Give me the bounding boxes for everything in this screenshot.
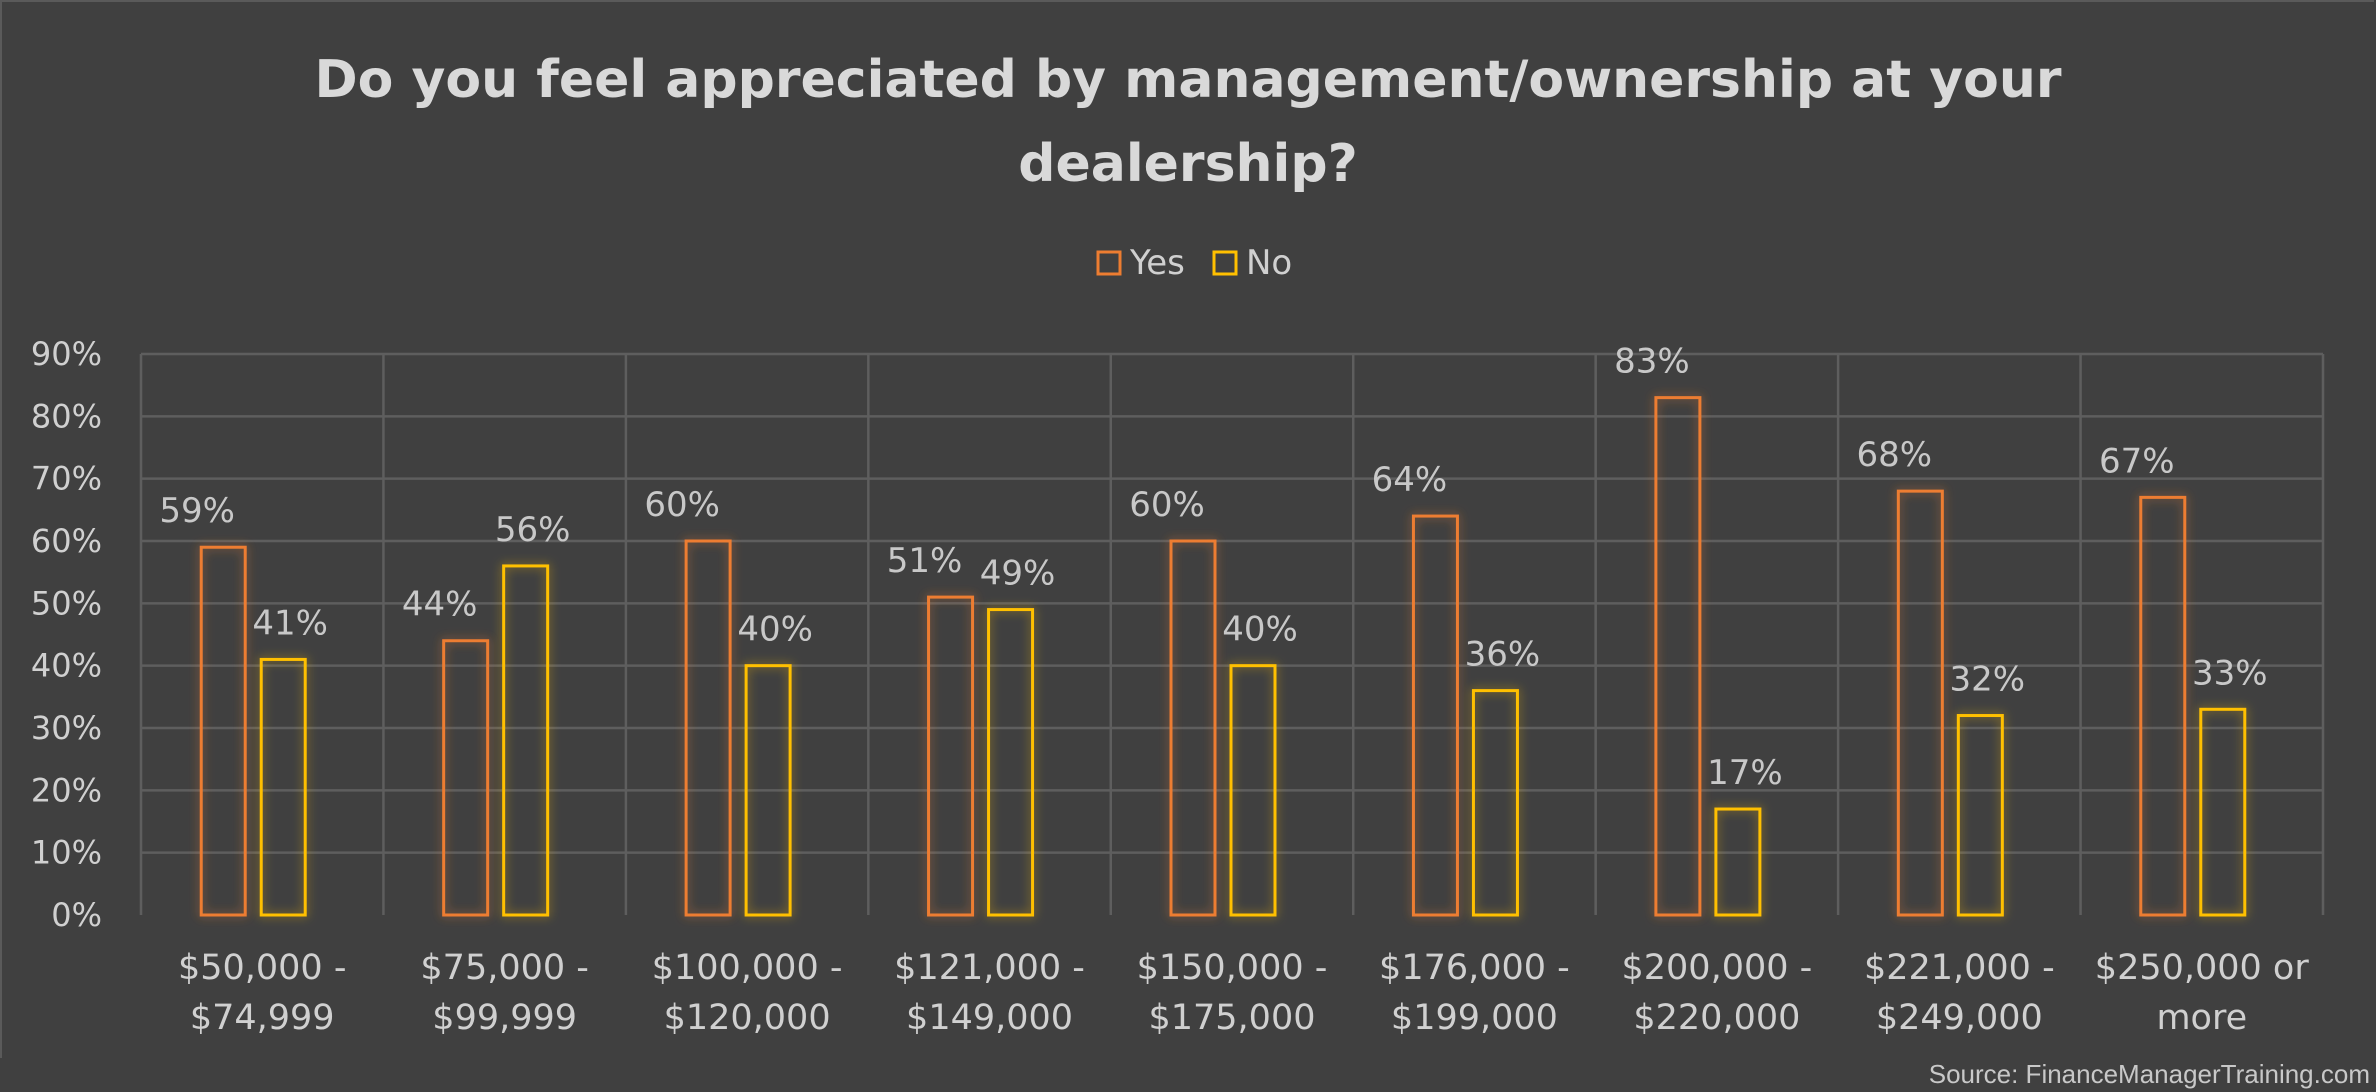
x-tick-label: $120,000 xyxy=(664,998,831,1038)
data-label-yes: 60% xyxy=(1129,485,1205,525)
data-label-no: 49% xyxy=(980,554,1056,594)
data-label-no: 33% xyxy=(2192,653,2268,693)
y-tick-label: 80% xyxy=(31,397,102,435)
x-tick-label: $200,000 - xyxy=(1622,948,1813,988)
x-tick-label: $50,000 - xyxy=(178,948,347,988)
y-tick-label: 70% xyxy=(31,460,102,498)
x-tick-label: $150,000 - xyxy=(1137,948,1328,988)
bar-no xyxy=(259,657,307,917)
bar-no xyxy=(1229,664,1277,917)
y-tick-label: 90% xyxy=(31,335,102,373)
y-tick-label: 30% xyxy=(31,709,102,747)
data-label-no: 40% xyxy=(1222,610,1298,650)
chart-frame xyxy=(0,0,2374,1058)
x-tick-label: $121,000 - xyxy=(894,948,1085,988)
data-label-yes: 59% xyxy=(159,491,235,531)
bar-yes xyxy=(1169,539,1217,917)
x-tick-label: $220,000 xyxy=(1633,998,1800,1038)
y-tick-label: 10% xyxy=(31,834,102,872)
y-tick-label: 40% xyxy=(31,647,102,685)
y-tick-label: 0% xyxy=(51,896,102,934)
data-label-yes: 60% xyxy=(644,485,720,525)
x-tick-label: $199,000 xyxy=(1391,998,1558,1038)
y-tick-label: 60% xyxy=(31,522,102,560)
legend-label-yes: Yes xyxy=(1129,243,1185,283)
x-tick-label: $75,000 - xyxy=(420,948,589,988)
x-tick-label: $249,000 xyxy=(1876,998,2043,1038)
bar-yes xyxy=(2139,495,2187,917)
data-label-no: 32% xyxy=(1950,660,2026,700)
bar-no xyxy=(1714,807,1762,917)
data-label-no: 41% xyxy=(252,603,328,643)
bar-no xyxy=(744,664,792,917)
bar-no xyxy=(1471,689,1519,917)
source-note: Source: FinanceManagerTraining.com xyxy=(1928,1059,2370,1089)
data-label-no: 40% xyxy=(737,610,813,650)
chart-legend: Yes No xyxy=(1096,243,1292,283)
data-label-yes: 67% xyxy=(2099,441,2175,481)
data-label-no: 17% xyxy=(1707,753,1783,793)
data-label-yes: 68% xyxy=(1857,435,1933,475)
legend-swatch-yes xyxy=(1096,250,1122,276)
bar-yes xyxy=(1896,489,1944,917)
x-tick-label: $250,000 or xyxy=(2095,948,2310,988)
data-label-yes: 64% xyxy=(1372,460,1448,500)
chart-title: Do you feel appreciated by management/ow… xyxy=(314,50,2062,194)
x-tick-label: $99,999 xyxy=(432,998,577,1038)
y-tick-label: 20% xyxy=(31,771,102,809)
chart-bars xyxy=(199,396,2247,917)
bar-yes xyxy=(442,639,490,917)
bar-no xyxy=(2199,707,2247,917)
bar-yes xyxy=(1411,514,1459,917)
x-tick-label: $74,999 xyxy=(190,998,335,1038)
chart-labels: 0% 10% 20% 30% 40% 50% 60% 70% 80% 90% 59% 41% $50,0… xyxy=(31,335,2309,1038)
bar-yes xyxy=(927,595,975,917)
legend-label-no: No xyxy=(1246,243,1292,283)
x-tick-label: $149,000 xyxy=(906,998,1073,1038)
bar-yes xyxy=(1654,396,1702,917)
data-label-yes: 44% xyxy=(402,585,478,625)
legend-swatch-no xyxy=(1212,250,1238,276)
data-label-yes: 83% xyxy=(1614,342,1690,382)
data-label-no: 36% xyxy=(1465,635,1541,675)
bar-no xyxy=(1956,714,2004,917)
x-tick-label: $176,000 - xyxy=(1379,948,1570,988)
x-tick-label: $221,000 - xyxy=(1864,948,2055,988)
data-label-no: 56% xyxy=(495,510,571,550)
x-tick-label: more xyxy=(2156,998,2247,1038)
bar-no xyxy=(987,608,1035,917)
bar-yes xyxy=(684,539,732,917)
bar-no xyxy=(502,564,550,917)
bar-yes xyxy=(199,545,247,917)
y-tick-label: 50% xyxy=(31,584,102,622)
x-tick-label: $175,000 xyxy=(1148,998,1315,1038)
x-tick-label: $100,000 - xyxy=(652,948,843,988)
data-label-yes: 51% xyxy=(887,541,963,581)
